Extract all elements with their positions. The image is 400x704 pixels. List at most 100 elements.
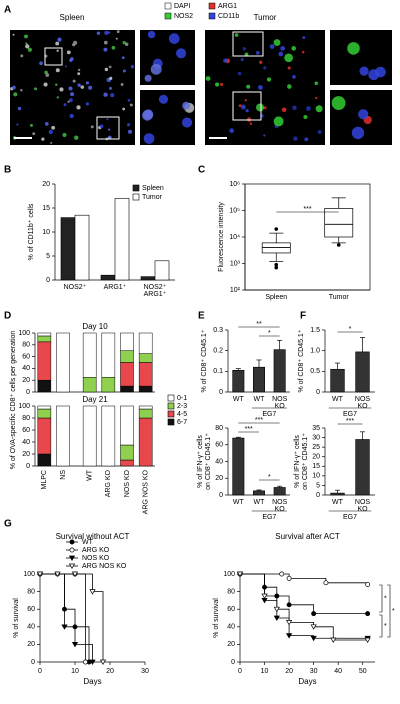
- y-tick-label: 0.3: [213, 327, 223, 334]
- legend-label: NOS2: [174, 13, 193, 20]
- bar: [253, 366, 265, 393]
- cell: [304, 137, 309, 142]
- annotation: *: [349, 326, 352, 333]
- y-axis-label: Fluorescence intensity: [218, 202, 225, 272]
- bracket: [379, 614, 383, 638]
- marker: [89, 659, 96, 665]
- cell: [127, 129, 133, 134]
- bar: [355, 439, 370, 496]
- y-tick-label: 20: [312, 454, 320, 461]
- cell: [77, 83, 81, 87]
- legend-swatch: [167, 394, 175, 402]
- cell: [287, 66, 291, 70]
- bar-segment: [82, 405, 97, 467]
- cell: [50, 141, 53, 144]
- cell: [242, 47, 246, 51]
- y-tick-label: 1.5: [310, 327, 320, 334]
- cell: [284, 53, 293, 63]
- annotation: **: [256, 321, 262, 328]
- cell: [24, 34, 28, 39]
- cell: [62, 132, 67, 137]
- marker: [310, 635, 317, 642]
- cell: [256, 51, 260, 55]
- image: [205, 30, 325, 145]
- x-tick-label: WT: [87, 469, 94, 481]
- x-tick-label: WT: [233, 499, 245, 506]
- y-axis-label: % of CD8⁺ CD45.1⁺: [298, 329, 305, 392]
- y-tick-label: 20: [215, 475, 223, 482]
- cell: [85, 81, 90, 85]
- cell: [263, 66, 267, 70]
- marker: [68, 563, 76, 569]
- cell: [315, 96, 318, 100]
- bar-segment: [138, 353, 153, 363]
- bar: [232, 369, 245, 393]
- cell: [246, 84, 251, 89]
- cell: [106, 118, 109, 121]
- image-label: Tumor: [254, 13, 277, 22]
- outlier: [274, 262, 279, 267]
- cell: [291, 46, 297, 51]
- cell: [273, 39, 281, 46]
- cell: [116, 30, 120, 33]
- bar-segment: [56, 332, 70, 393]
- cell: [107, 128, 111, 131]
- legend-swatch: [208, 12, 216, 20]
- cell: [56, 96, 59, 99]
- cell: [317, 129, 322, 134]
- x-tick-label: 10: [261, 668, 269, 675]
- cell: [278, 51, 284, 57]
- cell: [12, 85, 16, 90]
- bar: [114, 198, 130, 281]
- cell: [150, 63, 162, 75]
- y-tick-label: 0.1: [213, 368, 223, 375]
- cell: [99, 124, 104, 128]
- marker: [365, 582, 371, 588]
- panel-label: D: [4, 311, 11, 322]
- cell: [59, 87, 64, 92]
- y-tick-label: 0: [26, 389, 30, 396]
- cell: [20, 89, 23, 92]
- legend-swatch: [167, 410, 175, 418]
- y-axis-label: % of survival: [213, 598, 220, 638]
- bar: [60, 217, 76, 281]
- y-tick-label: 0.2: [213, 348, 223, 355]
- y-axis-label: % of IFN-γ⁺ cellson CD8⁺ CD45.1⁺: [294, 433, 309, 490]
- legend-label: CD11b: [218, 13, 239, 20]
- cell: [266, 77, 272, 82]
- cell: [214, 82, 220, 87]
- cell: [32, 132, 36, 136]
- bar: [330, 492, 345, 496]
- cell: [287, 84, 292, 89]
- x-tick-label: NOS KO: [355, 499, 371, 513]
- cell: [168, 33, 180, 44]
- marker: [330, 637, 337, 643]
- cell: [182, 101, 191, 110]
- cell: [302, 36, 306, 40]
- bar-segment: [120, 350, 134, 363]
- bar-segment: [82, 332, 97, 378]
- y-tick-label: 20: [22, 451, 30, 458]
- legend-swatch: [132, 184, 140, 192]
- y-tick-label: 0.5: [310, 368, 320, 375]
- bar-segment: [82, 377, 97, 393]
- bar-segment: [101, 405, 116, 467]
- cell: [57, 37, 62, 42]
- chart-title: Survival after ACT: [275, 532, 340, 541]
- x-tick-label: Spleen: [265, 294, 287, 301]
- cell: [20, 54, 24, 58]
- outlier: [336, 243, 341, 247]
- marker: [54, 571, 61, 577]
- y-tick-label: 80: [22, 342, 30, 349]
- cell: [76, 105, 81, 110]
- cell: [176, 48, 187, 59]
- x-tick-label: NOS KO: [355, 396, 371, 410]
- x-tick-label: WT: [233, 396, 245, 403]
- cell: [64, 65, 67, 68]
- x-tick-label: NOS2⁺ ARG1⁺: [144, 284, 167, 298]
- legend-label: ARG NOS KO: [82, 563, 127, 570]
- cell: [13, 92, 18, 97]
- cell: [12, 33, 15, 36]
- cell: [34, 87, 38, 91]
- bar-segment: [101, 377, 116, 393]
